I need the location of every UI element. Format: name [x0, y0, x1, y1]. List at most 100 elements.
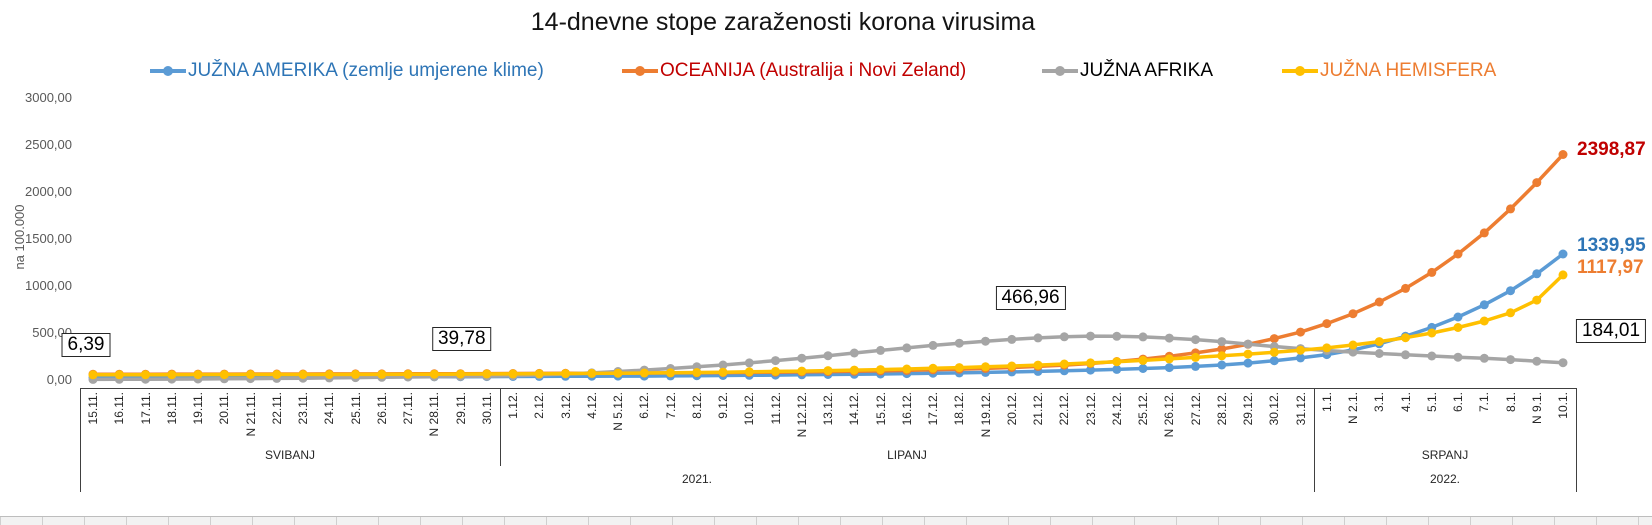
- series-marker-0: [1479, 300, 1489, 310]
- series-marker-3: [1479, 316, 1489, 326]
- series-marker-3: [88, 370, 98, 380]
- series-marker-1: [1217, 344, 1227, 354]
- series-marker-1: [1506, 204, 1515, 214]
- legend-marker: [150, 58, 186, 84]
- series-marker-3: [1322, 343, 1332, 353]
- legend-marker-dot: [163, 66, 173, 76]
- series-marker-3: [797, 366, 807, 376]
- x-day-label: 2.12.: [532, 392, 547, 419]
- series-marker-2: [718, 360, 728, 370]
- series-marker-1: [1479, 228, 1489, 238]
- series-marker-3: [219, 370, 229, 380]
- series-marker-2: [981, 336, 990, 346]
- series-marker-3: [1112, 357, 1122, 367]
- series-marker-3: [272, 370, 282, 379]
- series-marker-2: [1112, 331, 1122, 341]
- series-marker-3: [928, 363, 938, 373]
- y-tick-label: 1500,00: [25, 231, 72, 246]
- series-marker-2: [1479, 353, 1489, 363]
- legend-item: JUŽNA AFRIKA: [1042, 57, 1213, 85]
- y-tick-label: 2000,00: [25, 184, 72, 199]
- x-day-label: N 26.12.: [1162, 392, 1177, 438]
- series-marker-3: [456, 369, 465, 379]
- series-marker-3: [482, 369, 492, 379]
- y-tick-label: 2500,00: [25, 137, 72, 152]
- series-marker-2: [1217, 337, 1227, 347]
- x-day-label: 25.12.: [1136, 392, 1150, 426]
- series-marker-0: [1243, 358, 1253, 368]
- x-day-label: N 2.1.: [1346, 392, 1360, 425]
- series-marker-1: [1401, 283, 1410, 293]
- series-marker-3: [246, 370, 255, 379]
- series-marker-3: [1059, 359, 1069, 369]
- series-marker-0: [1086, 365, 1095, 375]
- year-label: 2022.: [1429, 472, 1461, 486]
- x-day-label: 1.1.: [1319, 392, 1334, 413]
- year-label: 2021.: [681, 472, 713, 486]
- x-day-label: 29.12.: [1241, 392, 1255, 426]
- series-marker-0: [1138, 364, 1148, 373]
- data-label: 2398,87: [1577, 138, 1646, 160]
- x-day-label: 10.12.: [742, 392, 757, 426]
- group-separator: [1314, 466, 1315, 492]
- series-marker-0: [1506, 286, 1515, 296]
- series-marker-0: [1191, 361, 1200, 371]
- series-marker-3: [508, 369, 518, 379]
- series-marker-3: [981, 362, 990, 372]
- x-day-label: 21.12.: [1031, 392, 1045, 426]
- legend-marker-dot: [1295, 66, 1305, 76]
- series-marker-0: [1296, 353, 1305, 363]
- series-marker-3: [1401, 333, 1410, 343]
- x-day-label: 3.12.: [558, 392, 573, 419]
- series-marker-0: [1164, 363, 1174, 373]
- series-marker-3: [954, 363, 964, 373]
- series-marker-3: [718, 367, 728, 377]
- x-day-label: 31.12.: [1293, 392, 1308, 426]
- series-marker-3: [1164, 354, 1174, 364]
- series-marker-2: [1191, 335, 1200, 345]
- series-marker-2: [744, 358, 754, 368]
- series-marker-0: [1269, 356, 1279, 366]
- y-tick-label: 3000,00: [25, 90, 72, 105]
- series-marker-2: [771, 356, 780, 366]
- series-marker-3: [324, 370, 334, 379]
- series-marker-2: [1086, 331, 1095, 341]
- series-marker-1: [1374, 297, 1384, 307]
- series-marker-3: [1374, 337, 1384, 347]
- series-marker-3: [613, 368, 623, 378]
- series-marker-0: [1453, 312, 1463, 322]
- x-day-label: 19.11.: [191, 392, 205, 425]
- series-marker-1: [1348, 309, 1358, 319]
- series-marker-3: [377, 369, 387, 379]
- series-marker-1: [1269, 334, 1279, 344]
- x-day-label: 30.12.: [1267, 392, 1282, 426]
- series-marker-3: [1453, 323, 1463, 332]
- series-marker-3: [849, 365, 859, 375]
- series-marker-2: [1007, 334, 1017, 344]
- x-day-label: 28.12.: [1214, 392, 1229, 426]
- x-day-label: N 9.1.: [1529, 392, 1544, 425]
- series-marker-2: [1243, 339, 1253, 349]
- series-marker-2: [1506, 355, 1515, 365]
- series-marker-3: [823, 366, 833, 376]
- series-marker-3: [561, 369, 570, 379]
- group-separator: [1576, 389, 1577, 466]
- series-marker-3: [876, 365, 885, 375]
- series-marker-3: [587, 368, 597, 378]
- x-day-label: 20.12.: [1004, 392, 1019, 426]
- data-label: 39,78: [431, 327, 492, 352]
- x-day-label: 16.11.: [112, 392, 127, 425]
- series-marker-3: [1033, 360, 1043, 370]
- series-marker-3: [534, 369, 544, 379]
- series-marker-3: [1243, 349, 1253, 359]
- data-label: 1339,95: [1577, 235, 1646, 257]
- series-marker-3: [193, 370, 203, 380]
- month-label: SRPANJ: [1421, 448, 1469, 462]
- series-marker-3: [639, 368, 649, 378]
- series-marker-2: [902, 343, 912, 353]
- series-marker-2: [1558, 358, 1568, 368]
- series-marker-3: [1007, 361, 1017, 371]
- series-marker-2: [823, 351, 833, 361]
- series-marker-3: [114, 370, 124, 380]
- series-marker-1: [1558, 150, 1568, 159]
